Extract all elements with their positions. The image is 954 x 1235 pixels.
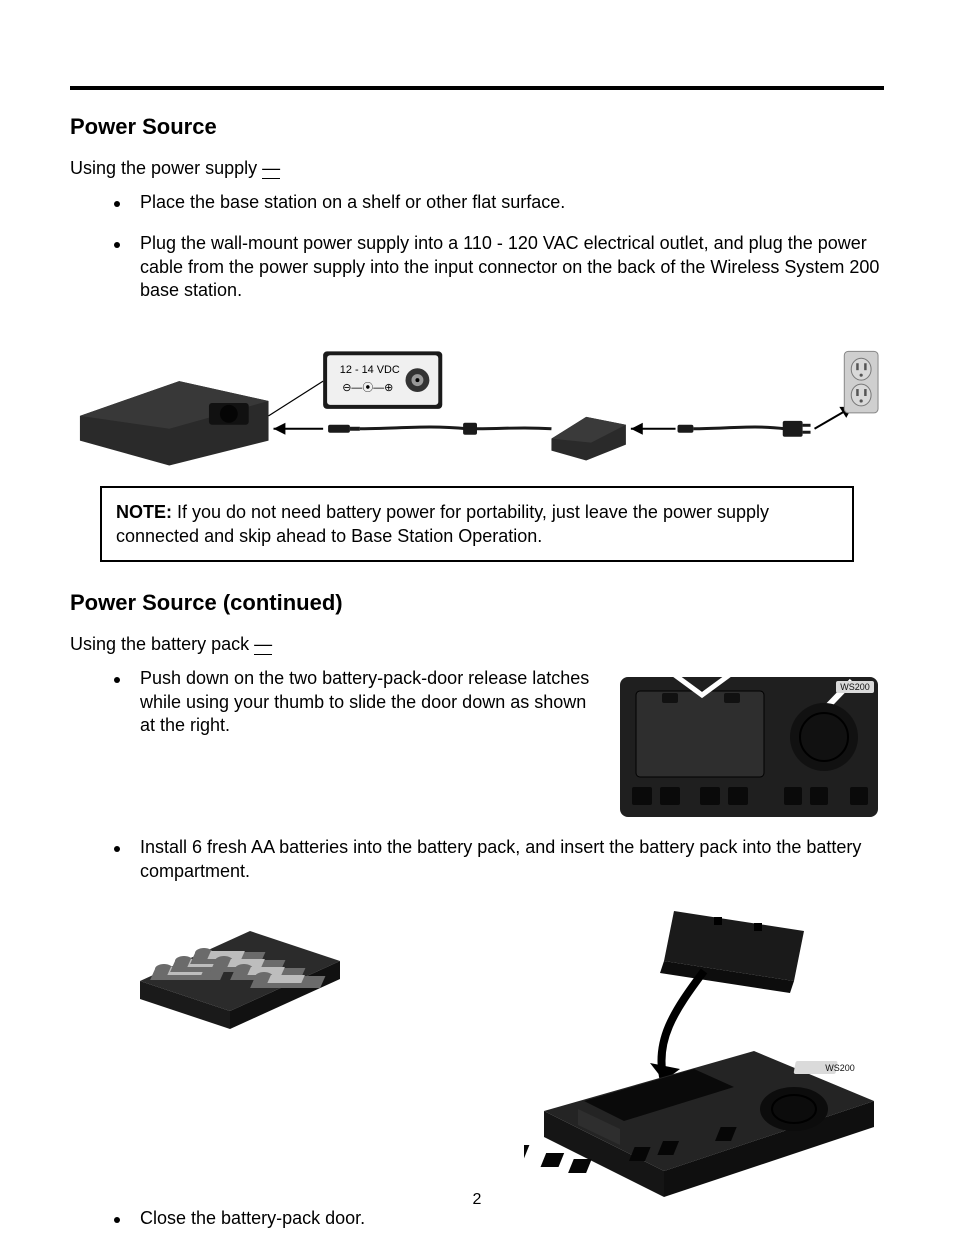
figure-wall-outlet-icon bbox=[844, 351, 878, 413]
figure-cable-barrel-icon bbox=[328, 422, 551, 434]
figure-battery-pack-icon bbox=[660, 911, 804, 993]
figure-brand-label: WS200 bbox=[840, 682, 870, 692]
section2-bullet-a1: Push down on the two battery-pack-door r… bbox=[70, 667, 590, 737]
section2-subheading-em: — bbox=[254, 635, 272, 655]
section-power-source-continued-title: Power Source (continued) bbox=[70, 590, 884, 616]
figure-battery-tray-svg bbox=[130, 901, 350, 1041]
section2-bullet-c1: Close the battery-pack door. bbox=[70, 1207, 884, 1230]
figure-insert-arrow-icon bbox=[650, 971, 704, 1081]
section2-subheading-prefix: Using the battery pack bbox=[70, 634, 254, 654]
figure-dc-label-box: 12 - 14 VDC ⊖—⦿—⊕ bbox=[323, 351, 442, 409]
section2-bullets-b: Install 6 fresh AA batteries into the ba… bbox=[70, 836, 884, 883]
note-box: NOTE: If you do not need battery power f… bbox=[100, 486, 854, 563]
note-text: If you do not need battery power for por… bbox=[116, 502, 769, 546]
section1-subheading: Using the power supply — bbox=[70, 158, 884, 179]
figure-dc-label-text: 12 - 14 VDC bbox=[340, 364, 400, 376]
figure-base-unit-icon: WS200 bbox=[524, 1051, 874, 1197]
figure-mains-cable-icon bbox=[678, 420, 811, 436]
note-bold: NOTE: bbox=[116, 502, 172, 522]
section1-bullets: Place the base station on a shelf or oth… bbox=[70, 191, 884, 303]
section1-subheading-em: — bbox=[262, 159, 280, 179]
figure-install-brand-label: WS200 bbox=[825, 1063, 855, 1073]
figure-install-pack-svg: WS200 bbox=[524, 901, 884, 1201]
figure-front-panel-svg: WS200 bbox=[614, 667, 884, 827]
row-bullet-a: Push down on the two battery-pack-door r… bbox=[70, 667, 884, 832]
row-battery-and-install: WS200 bbox=[70, 901, 884, 1201]
section2-subheading: Using the battery pack — bbox=[70, 634, 884, 655]
section2-bullets-a: Push down on the two battery-pack-door r… bbox=[70, 667, 590, 737]
figure-dc-polarity-glyph: ⊖—⦿—⊕ bbox=[342, 381, 393, 394]
section1-bullet-2: Plug the wall-mount power supply into a … bbox=[70, 232, 884, 302]
horizontal-rule bbox=[70, 86, 884, 90]
figure-arrow-into-station-icon bbox=[274, 422, 324, 434]
figure-power-supply-chain: 12 - 14 VDC ⊖—⦿—⊕ bbox=[70, 321, 884, 476]
section1-subheading-prefix: Using the power supply bbox=[70, 158, 262, 178]
page-number: 2 bbox=[0, 1191, 954, 1209]
figure-callout-line bbox=[269, 381, 324, 416]
document-page: Power Source Using the power supply — Pl… bbox=[0, 0, 954, 1235]
figure-wall-adapter-icon bbox=[551, 416, 625, 460]
figure-power-supply-svg: 12 - 14 VDC ⊖—⦿—⊕ bbox=[70, 321, 884, 471]
figure-arrow-into-adapter-icon bbox=[631, 422, 676, 434]
section2-bullets-c: Close the battery-pack door. bbox=[70, 1207, 884, 1230]
figure-base-station-icon bbox=[80, 381, 269, 465]
section1-bullet-1: Place the base station on a shelf or oth… bbox=[70, 191, 884, 214]
section2-bullet-b1: Install 6 fresh AA batteries into the ba… bbox=[70, 836, 884, 883]
section-power-source-title: Power Source bbox=[70, 114, 884, 140]
